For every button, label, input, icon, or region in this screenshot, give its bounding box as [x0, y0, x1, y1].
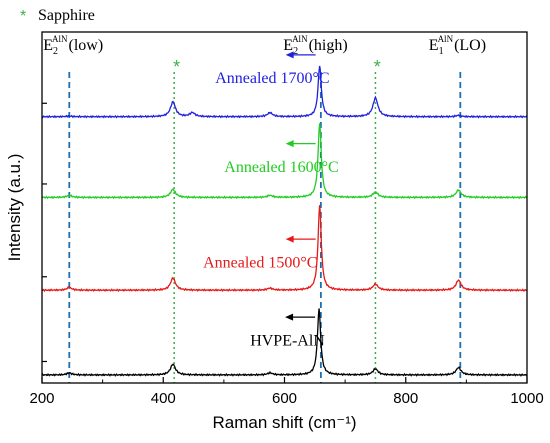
spectrum-line: [41, 65, 528, 119]
shift-arrow-head: [285, 313, 294, 321]
sapphire-marker: *: [374, 57, 381, 77]
series-label: Annealed 1700°C: [215, 70, 329, 87]
sapphire-marker: *: [173, 57, 180, 77]
spectrum-line: [41, 123, 528, 200]
shift-arrow-head: [285, 51, 294, 59]
peak-annotation: E1AlN(LO): [429, 34, 486, 57]
y-axis-label: Intensity (a.u.): [5, 154, 24, 262]
peak-annotation: E2AlN(high): [283, 34, 347, 57]
x-tick-label: 400: [151, 390, 176, 407]
series-label: Annealed 1500°C: [203, 254, 317, 271]
legend: * Sapphire: [20, 7, 95, 25]
annotations: E2AlN(low) E2AlN(high) E1AlN(LO) * *: [43, 34, 486, 77]
x-tick-label: 600: [272, 390, 297, 407]
x-tick-label: 800: [393, 390, 418, 407]
series-label: HVPE-AlN: [250, 332, 325, 349]
legend-marker: *: [20, 8, 26, 25]
axes: 200 400 600 800 1000: [29, 102, 544, 407]
peak-annotation: E2AlN(low): [43, 34, 103, 57]
shift-arrow-head: [285, 140, 294, 148]
x-axis-label: Raman shift (cm⁻¹): [212, 413, 356, 432]
legend-label-sapphire: Sapphire: [38, 7, 95, 24]
spectrum-line: [41, 308, 528, 377]
shift-arrow-head: [285, 235, 294, 243]
x-tick-label: 200: [29, 390, 54, 407]
series-label: Annealed 1600°C: [224, 159, 338, 176]
x-tick-label: 1000: [510, 390, 543, 407]
spectra: HVPE-AlN Annealed 1500°C Annealed 1600°C An…: [41, 51, 528, 377]
spectrum-line: [41, 205, 528, 293]
